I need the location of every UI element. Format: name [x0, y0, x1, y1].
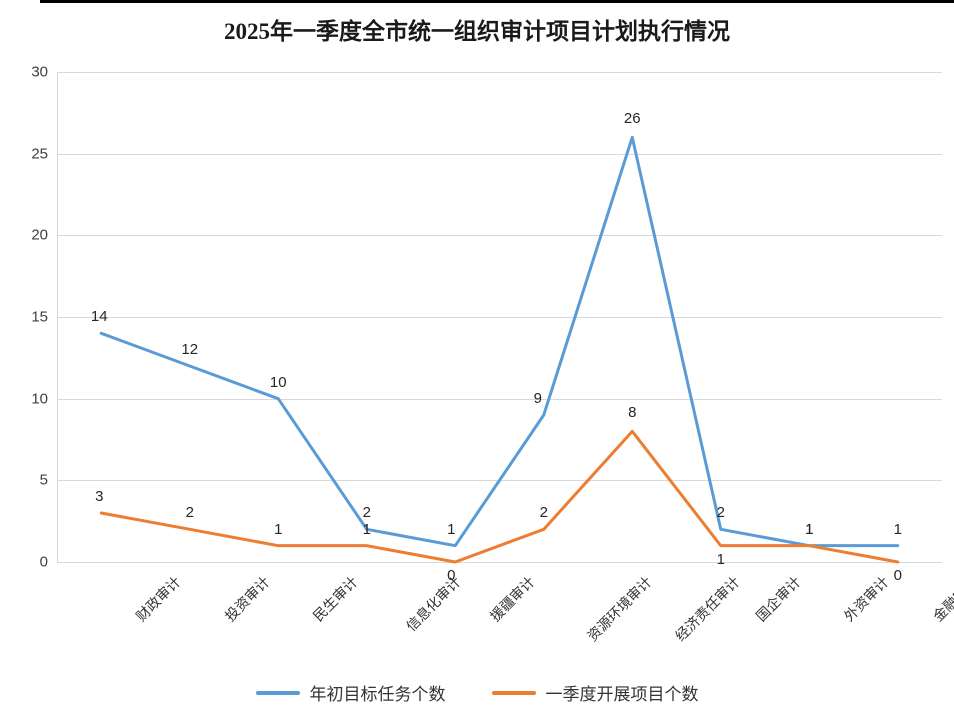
x-axis-tick-label: 外资审计 [841, 573, 892, 625]
x-axis-tick-label: 经济责任审计 [672, 573, 743, 645]
top-border-rule [40, 0, 954, 3]
data-label: 10 [269, 373, 287, 391]
data-label: 1 [893, 520, 902, 538]
data-label: 1 [716, 550, 725, 568]
gridline [57, 317, 942, 318]
data-label: 14 [90, 308, 108, 326]
gridline [57, 235, 942, 237]
y-axis-tick-label: 5 [39, 471, 48, 489]
y-axis-tick-label: 10 [31, 390, 48, 408]
data-label: 0 [447, 567, 456, 584]
y-axis-tick-label: 20 [31, 226, 48, 244]
data-label: 2 [539, 504, 548, 522]
data-label: 1 [362, 520, 371, 538]
data-label: 2 [185, 504, 194, 522]
data-label: 1 [805, 520, 814, 538]
legend-item-series-1: 一季度开展项目个数 [491, 680, 699, 705]
series-line-1 [99, 429, 900, 564]
y-axis-tick-label: 30 [31, 63, 48, 81]
legend-swatch-series-0 [255, 690, 300, 695]
x-axis-tick-label: 民生审计 [310, 573, 361, 625]
data-label: 8 [628, 404, 637, 422]
y-axis-tick-label: 25 [31, 145, 48, 163]
gridline [57, 153, 942, 155]
data-label: 2 [362, 504, 371, 522]
x-axis-tick-label: 援疆审计 [487, 573, 538, 625]
data-label: 9 [533, 390, 542, 407]
plot-area: 0 5 10 15 20 25 30 财政审计 投资审计 民生审计 信息化审计 援疆审计 资源环境审计经… [31, 64, 954, 645]
x-axis-tick-label: 金融审计 [929, 573, 954, 625]
data-label: 0 [893, 567, 902, 584]
data-label: 12 [181, 341, 199, 358]
y-axis-tick-label: 0 [39, 553, 48, 571]
data-label: 1 [805, 520, 814, 538]
series-lines [99, 135, 900, 564]
legend-label-series-0: 年初目标任务个数 [309, 685, 446, 704]
chart-legend: 年初目标任务个数 一季度开展项目个数 [0, 680, 954, 705]
x-axis-tick-label: 资源环境审计 [583, 573, 655, 645]
x-axis-tick-label: 投资审计 [221, 573, 273, 625]
data-label: 26 [623, 110, 641, 128]
gridline [57, 562, 942, 563]
data-label: 2 [716, 504, 725, 522]
gridline [57, 398, 942, 400]
series-line-0 [99, 135, 900, 548]
legend-item-series-0: 年初目标任务个数 [255, 680, 446, 705]
data-label: 1 [447, 520, 456, 538]
legend-swatch-series-1 [491, 690, 536, 695]
x-axis-tick-label: 国企审计 [752, 573, 804, 625]
chart-title: 2025年一季度全市统一组织审计项目计划执行情况 [224, 19, 730, 44]
data-label: 3 [95, 488, 104, 505]
legend-label-series-1: 一季度开展项目个数 [545, 685, 699, 704]
data-label: 1 [274, 520, 283, 538]
gridline [57, 72, 942, 73]
y-axis-tick-label: 15 [31, 308, 48, 326]
x-axis-tick-label: 财政审计 [133, 573, 184, 625]
